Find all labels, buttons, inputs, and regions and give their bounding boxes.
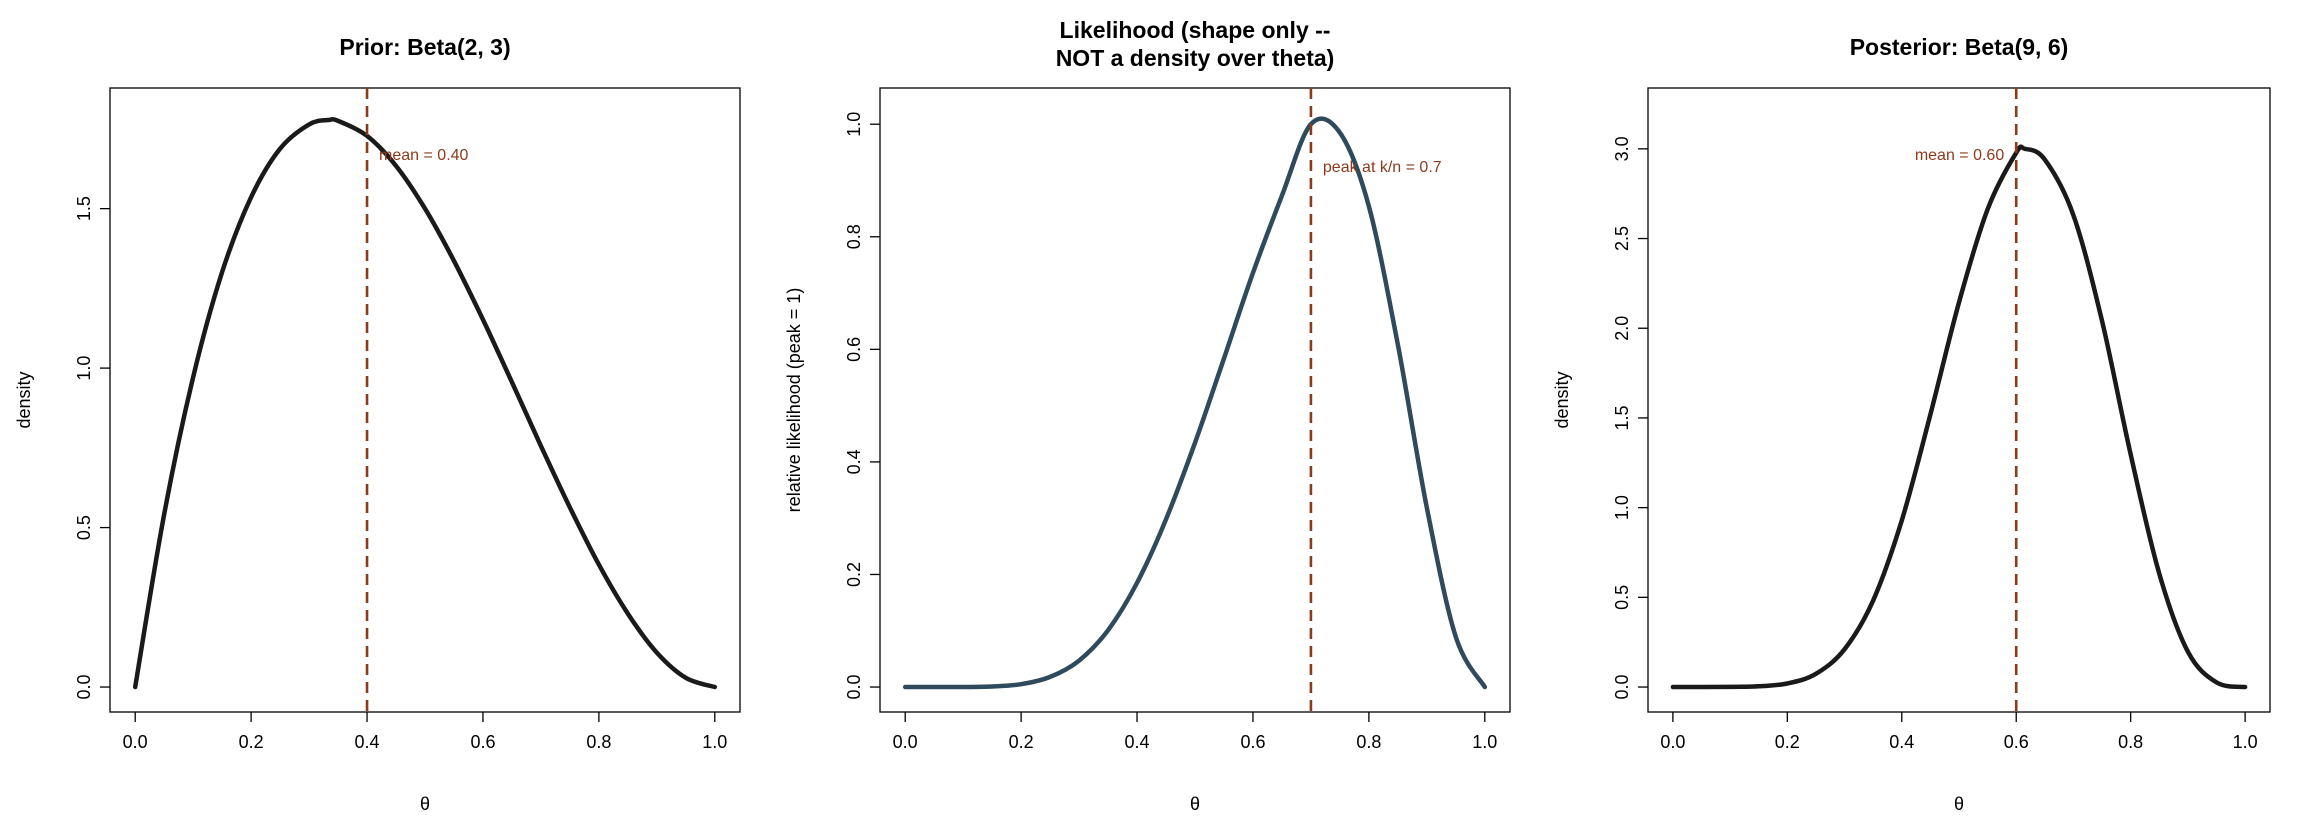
x-tick-label: 0.2 <box>1009 732 1034 752</box>
panel-2: Likelihood (shape only --NOT a density o… <box>784 17 1511 814</box>
series-line <box>132 117 718 690</box>
x-tick-label: 0.0 <box>123 732 148 752</box>
y-axis-label: density <box>1552 371 1572 428</box>
series-line <box>902 116 1488 690</box>
y-tick-label: 0.5 <box>74 515 94 540</box>
y-tick-label: 1.5 <box>1612 405 1632 430</box>
x-tick-label: 0.8 <box>586 732 611 752</box>
x-tick-label: 0.6 <box>1240 732 1265 752</box>
reference-label: peak at k/n = 0.7 <box>1323 159 1442 176</box>
x-tick-label: 0.0 <box>1660 732 1685 752</box>
x-tick-label: 0.8 <box>1356 732 1381 752</box>
y-tick-label: 0.6 <box>844 337 864 362</box>
plot-frame <box>109 87 741 713</box>
y-axis-label: relative likelihood (peak = 1) <box>784 288 804 513</box>
x-tick-label: 0.2 <box>1775 732 1800 752</box>
y-tick-label: 3.0 <box>1612 136 1632 161</box>
x-tick-label: 1.0 <box>1472 732 1497 752</box>
y-tick-label: 1.0 <box>844 112 864 137</box>
plot-frame <box>1647 87 2271 713</box>
reference-label: mean = 0.40 <box>379 147 469 164</box>
panel-3: Posterior: Beta(9, 6) 0.0 0.2 0.4 0.6 0.8 1.0 0… <box>1552 34 2271 814</box>
panel-1: Prior: Beta(2, 3) 0.0 0.2 0.4 0.6 0.8 1.0 0.0 0.… <box>14 34 741 814</box>
x-tick-label: 0.0 <box>893 732 918 752</box>
x-axis-label: θ <box>1190 794 1200 814</box>
x-axis-label: θ <box>1954 794 1964 814</box>
chart-title: NOT a density over theta) <box>1056 45 1335 71</box>
x-tick-label: 0.6 <box>470 732 495 752</box>
x-tick-label: 0.4 <box>1125 732 1150 752</box>
y-tick-label: 0.2 <box>844 562 864 587</box>
y-axis-label: density <box>14 371 34 428</box>
x-tick-label: 1.0 <box>702 732 727 752</box>
x-tick-label: 0.4 <box>1889 732 1914 752</box>
series-line <box>1670 144 2248 690</box>
x-tick-label: 0.2 <box>239 732 264 752</box>
reference-label: mean = 0.60 <box>1915 147 2005 164</box>
x-axis-label: θ <box>420 794 430 814</box>
y-tick-label: 2.5 <box>1612 226 1632 251</box>
x-tick-label: 1.0 <box>2233 732 2258 752</box>
x-tick-label: 0.6 <box>2004 732 2029 752</box>
y-tick-label: 1.0 <box>1612 495 1632 520</box>
y-tick-label: 0.5 <box>1612 585 1632 610</box>
chart-title: Posterior: Beta(9, 6) <box>1850 34 2069 60</box>
y-tick-label: 1.5 <box>74 196 94 221</box>
y-tick-label: 1.0 <box>74 356 94 381</box>
chart-title: Prior: Beta(2, 3) <box>339 34 510 60</box>
y-tick-label: 0.4 <box>844 449 864 474</box>
y-tick-label: 0.0 <box>844 675 864 700</box>
y-tick-label: 0.0 <box>1612 675 1632 700</box>
x-tick-label: 0.8 <box>2118 732 2143 752</box>
y-tick-label: 0.8 <box>844 224 864 249</box>
plot-frame <box>879 87 1511 713</box>
y-tick-label: 0.0 <box>74 675 94 700</box>
chart-title: Likelihood (shape only -- <box>1060 17 1331 43</box>
x-tick-label: 0.4 <box>355 732 380 752</box>
y-tick-label: 2.0 <box>1612 316 1632 341</box>
